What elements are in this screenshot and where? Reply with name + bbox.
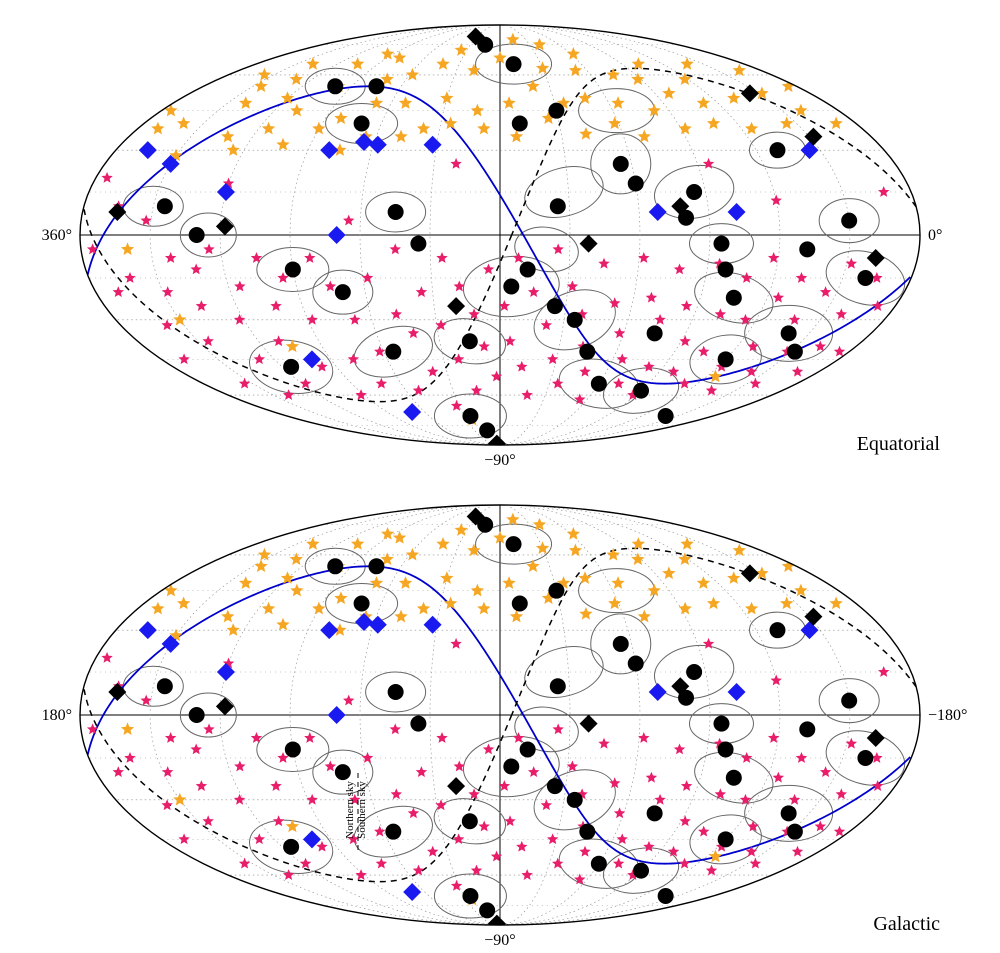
svg-text:−180°: −180°: [928, 707, 967, 724]
sky-map-figure: 360°0°−90°EquatorialNorthern skySouthern…: [0, 0, 1000, 953]
svg-text:Galactic: Galactic: [873, 913, 940, 935]
svg-text:−90°: −90°: [484, 452, 515, 469]
svg-text:−90°: −90°: [484, 932, 515, 949]
svg-text:Equatorial: Equatorial: [857, 433, 941, 455]
svg-text:0°: 0°: [928, 227, 942, 244]
svg-text:180°: 180°: [42, 707, 72, 724]
svg-text:Northern sky: Northern sky: [344, 781, 356, 839]
svg-text:360°: 360°: [42, 227, 72, 244]
sky-map-svg: 360°0°−90°EquatorialNorthern skySouthern…: [0, 0, 1000, 953]
